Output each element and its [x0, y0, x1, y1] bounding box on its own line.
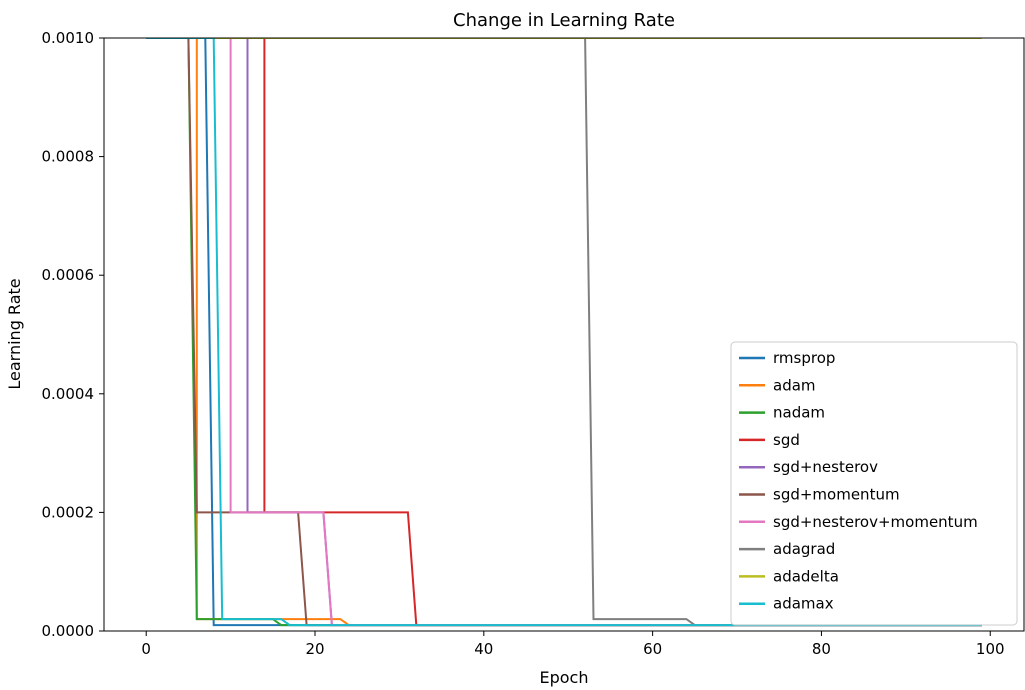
y-tick-label: 0.0010 — [42, 29, 95, 47]
y-tick-label: 0.0000 — [42, 622, 95, 640]
x-tick-label: 100 — [976, 640, 1005, 658]
legend-label: sgd — [773, 431, 800, 449]
x-tick-label: 60 — [643, 640, 662, 658]
y-axis-ticks: 0.0000 0.0002 0.0004 0.0006 0.0008 0.0010 — [42, 29, 104, 640]
x-tick-label: 80 — [812, 640, 831, 658]
chart-title: Change in Learning Rate — [453, 10, 675, 31]
legend-label: adadelta — [773, 567, 839, 585]
legend-label: sgd+nesterov+momentum — [773, 513, 978, 531]
legend-label: rmsprop — [773, 349, 835, 367]
legend-label: sgd+momentum — [773, 486, 900, 504]
plot-frame — [103, 37, 1025, 632]
legend: rmsprop adam nadam sgd sgd+nesterov sgd+momen… — [730, 341, 1018, 626]
legend-box — [730, 341, 1018, 626]
y-tick-label: 0.0006 — [42, 266, 95, 284]
y-tick-label: 0.0004 — [42, 385, 95, 403]
legend-label: adam — [773, 376, 816, 394]
legend-label: nadam — [773, 404, 825, 422]
x-axis-label: Epoch — [540, 668, 589, 687]
legend-label: adagrad — [773, 540, 835, 558]
x-tick-label: 0 — [141, 640, 151, 658]
x-tick-label: 40 — [474, 640, 493, 658]
legend-label: sgd+nesterov — [773, 458, 878, 476]
series-line-9 — [146, 38, 982, 627]
x-axis-ticks: 0 20 40 60 80 100 — [141, 631, 1005, 658]
y-tick-label: 0.0008 — [42, 148, 95, 166]
y-tick-label: 0.0002 — [42, 503, 95, 521]
legend-label: adamax — [773, 595, 834, 613]
y-axis-label: Learning Rate — [5, 278, 24, 389]
x-tick-label: 20 — [305, 640, 324, 658]
